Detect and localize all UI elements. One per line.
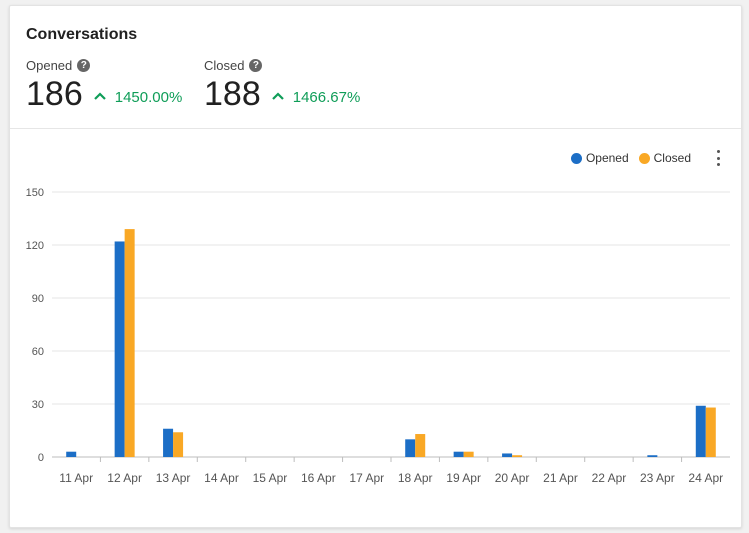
help-circle-icon[interactable]: ?: [249, 59, 263, 72]
bar-opened: [114, 241, 125, 457]
bar-closed: [705, 407, 716, 457]
y-tick-label: 120: [26, 240, 44, 252]
stat-change: 1466.67%: [292, 88, 361, 106]
x-tick-label: 12 Apr: [107, 471, 142, 485]
more-vert-icon[interactable]: [715, 150, 721, 166]
bar-opened: [647, 455, 658, 457]
bar-opened: [66, 451, 77, 457]
y-tick-label: 90: [32, 293, 44, 305]
legend-swatch: [638, 152, 650, 164]
x-tick-label: 19 Apr: [446, 471, 481, 485]
bar-closed: [124, 229, 135, 457]
bar-opened: [695, 405, 706, 457]
x-tick-label: 11 Apr: [59, 471, 93, 485]
divider: [10, 128, 741, 129]
stat-value: 186: [26, 75, 83, 113]
stat-change: 1450.00%: [114, 88, 183, 106]
x-tick-label: 21 Apr: [543, 471, 578, 485]
y-tick-label: 0: [38, 452, 44, 464]
legend-label: Opened: [585, 151, 629, 165]
chart-legend: Opened Closed: [570, 151, 691, 165]
bar-closed: [512, 455, 523, 457]
bar-opened: [163, 428, 174, 457]
bar-closed: [415, 434, 426, 457]
y-tick-label: 30: [32, 399, 44, 411]
x-tick-label: 15 Apr: [253, 471, 288, 485]
legend-label: Closed: [653, 151, 691, 165]
legend-item-opened[interactable]: Opened: [570, 151, 629, 165]
y-tick-label: 60: [32, 346, 44, 358]
stat-label: Opened: [26, 58, 73, 73]
stat-label: Closed: [204, 58, 245, 73]
bar-opened: [453, 451, 464, 457]
conversations-card: Conversations Opened ? 186 1450.00% Clos…: [9, 5, 742, 528]
x-tick-label: 24 Apr: [688, 471, 723, 485]
x-tick-label: 23 Apr: [640, 471, 675, 485]
stat-opened: Opened ? 186 1450.00%: [26, 58, 182, 114]
x-tick-label: 17 Apr: [349, 471, 384, 485]
bar-closed: [463, 451, 474, 457]
chevron-up-icon: [93, 92, 106, 100]
bar-chart: 0 30 60 90 120 150 11 Apr 12 Apr 13 Apr 14 Apr 15 …: [26, 187, 730, 485]
legend-item-closed[interactable]: Closed: [638, 151, 691, 165]
help-circle-icon[interactable]: ?: [77, 59, 91, 72]
x-tick-label: 13 Apr: [156, 471, 191, 485]
x-tick-label: 22 Apr: [592, 471, 627, 485]
x-tick-label: 18 Apr: [398, 471, 433, 485]
x-tick-label: 14 Apr: [204, 471, 239, 485]
legend-swatch: [570, 152, 582, 164]
x-tick-label: 20 Apr: [495, 471, 530, 485]
card-title: Conversations: [26, 26, 138, 43]
stat-value: 188: [204, 75, 261, 113]
stat-closed: Closed ? 188 1466.67%: [204, 58, 360, 114]
bar-opened: [502, 453, 513, 457]
bar-opened: [405, 439, 416, 457]
x-tick-label: 16 Apr: [301, 471, 336, 485]
chevron-up-icon: [271, 92, 284, 100]
y-tick-label: 150: [26, 187, 44, 199]
bar-closed: [173, 432, 184, 457]
